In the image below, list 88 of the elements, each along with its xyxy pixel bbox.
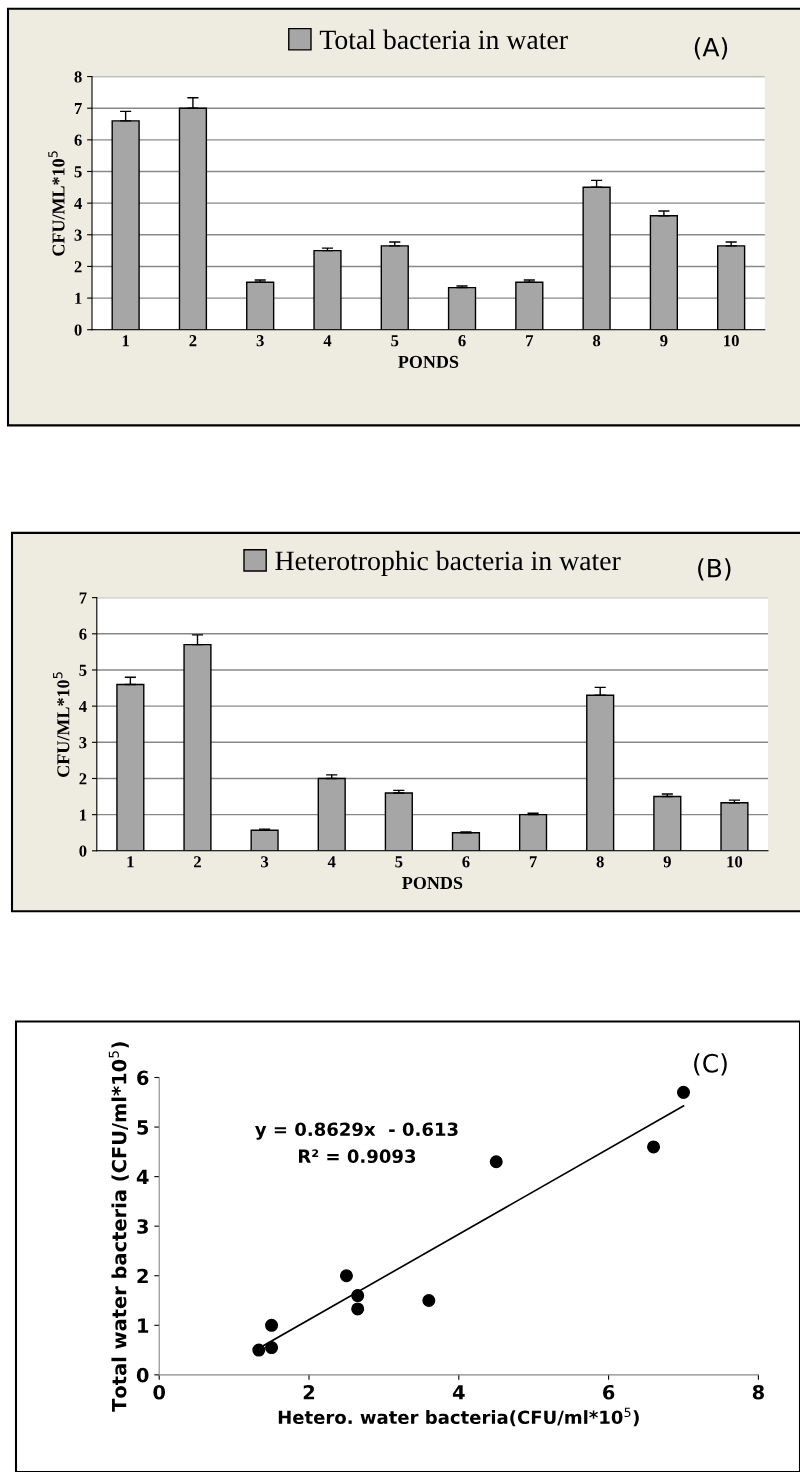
- y-tick-label: 3: [74, 229, 82, 241]
- y-tick-label: 0: [136, 1367, 149, 1383]
- bar: [717, 245, 746, 330]
- y-tick-label: 1: [80, 809, 87, 821]
- y-tick-label: 6: [137, 1070, 149, 1086]
- y-axis-title: Total water bacteria (CFU/ml*10$^{5}$): [108, 1042, 129, 1412]
- y-tick-label: 0: [79, 845, 87, 857]
- legend-label: Total bacteria in water: [319, 29, 568, 50]
- y-tick-label: 7: [79, 592, 87, 604]
- x-tick-label: 2: [303, 1384, 315, 1400]
- y-tick-label: 1: [75, 292, 82, 304]
- x-tick-label: 0: [153, 1384, 166, 1400]
- x-tick-label: 7: [526, 335, 534, 347]
- x-tick-label: 4: [327, 856, 336, 868]
- x-tick-label: 7: [529, 856, 537, 868]
- point: [351, 1302, 365, 1316]
- x-tick-label: 8: [596, 856, 604, 868]
- x-axis-title: PONDS: [398, 355, 459, 368]
- point: [422, 1294, 436, 1308]
- y-tick-label: 4: [78, 700, 87, 712]
- y-tick-label: 2: [79, 773, 87, 785]
- x-tick-label: 10: [724, 335, 739, 347]
- x-tick-label: 5: [391, 335, 399, 347]
- bar: [515, 281, 544, 330]
- y-tick-label: 5: [79, 664, 87, 676]
- bar: [384, 792, 413, 851]
- point: [489, 1155, 503, 1169]
- bar: [111, 120, 140, 330]
- x-tick-label: 6: [462, 856, 470, 868]
- x-tick-label: 1: [127, 856, 134, 868]
- x-tick-label: 6: [603, 1384, 615, 1400]
- point: [252, 1343, 266, 1357]
- bar: [246, 281, 275, 330]
- x-tick-label: 4: [323, 335, 332, 347]
- y-tick-label: 2: [137, 1268, 148, 1284]
- bar: [380, 245, 409, 330]
- point: [647, 1140, 661, 1154]
- x-tick-label: 3: [261, 856, 269, 868]
- y-tick-label: 3: [137, 1219, 148, 1234]
- x-axis-title: PONDS: [402, 876, 463, 890]
- y-tick-label: 4: [136, 1169, 149, 1185]
- x-tick-label: 5: [395, 856, 403, 868]
- x-tick-label: 10: [727, 856, 743, 868]
- y-tick-label: 1: [138, 1318, 149, 1333]
- y-tick-label: 8: [74, 71, 82, 83]
- bar: [518, 813, 548, 851]
- bar: [317, 777, 346, 851]
- point: [339, 1269, 353, 1283]
- point: [265, 1318, 279, 1332]
- x-tick-label: 8: [592, 335, 601, 347]
- x-tick-label: 2: [189, 335, 197, 347]
- annotation: y = 0.8629x - 0.613: [255, 1122, 458, 1140]
- x-axis-title: Hetero. water bacteria(CFU/ml*10$^{5}$): [278, 1407, 639, 1427]
- y-tick-label: 0: [74, 324, 82, 336]
- bar: [653, 795, 682, 851]
- annotation: R² = 0.9093: [299, 1149, 416, 1164]
- bar: [451, 832, 481, 851]
- bar: [178, 107, 208, 330]
- x-tick-label: 1: [122, 335, 129, 347]
- x-tick-label: 3: [256, 335, 264, 347]
- y-tick-label: 6: [79, 628, 87, 640]
- text: (C): [694, 1053, 727, 1076]
- text: (A): [694, 37, 728, 60]
- bar: [649, 215, 679, 330]
- y-tick-label: 5: [74, 166, 82, 178]
- bar: [447, 286, 477, 330]
- y-axis-title: CFU/ML*10$^{5}$: [53, 672, 70, 777]
- x-tick-label: 9: [660, 335, 668, 347]
- y-tick-label: 6: [74, 134, 82, 146]
- bar: [313, 249, 342, 330]
- y-tick-label: 5: [137, 1120, 149, 1135]
- x-tick-label: 4: [452, 1385, 465, 1400]
- bar: [250, 829, 279, 851]
- point: [265, 1341, 279, 1355]
- y-tick-label: 2: [74, 261, 82, 273]
- x-tick-label: 9: [663, 856, 671, 868]
- y-tick-label: 4: [74, 197, 82, 209]
- x-tick-label: 8: [752, 1384, 764, 1400]
- point: [351, 1289, 365, 1303]
- y-tick-label: 3: [79, 737, 87, 749]
- legend-label: Heterotrophic bacteria in water: [275, 550, 621, 576]
- x-tick-label: 2: [194, 856, 201, 868]
- x-tick-label: 6: [458, 335, 466, 347]
- text: (B): [698, 558, 731, 581]
- point: [676, 1085, 691, 1099]
- bar: [720, 802, 749, 851]
- y-tick-label: 7: [74, 103, 82, 114]
- y-axis-title: CFU/ML*10$^{5}$: [48, 151, 65, 256]
